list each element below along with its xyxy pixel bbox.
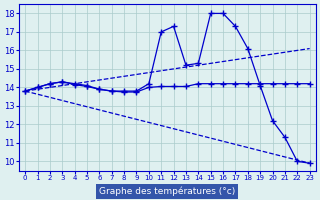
X-axis label: Graphe des températures (°c): Graphe des températures (°c) <box>99 186 236 196</box>
